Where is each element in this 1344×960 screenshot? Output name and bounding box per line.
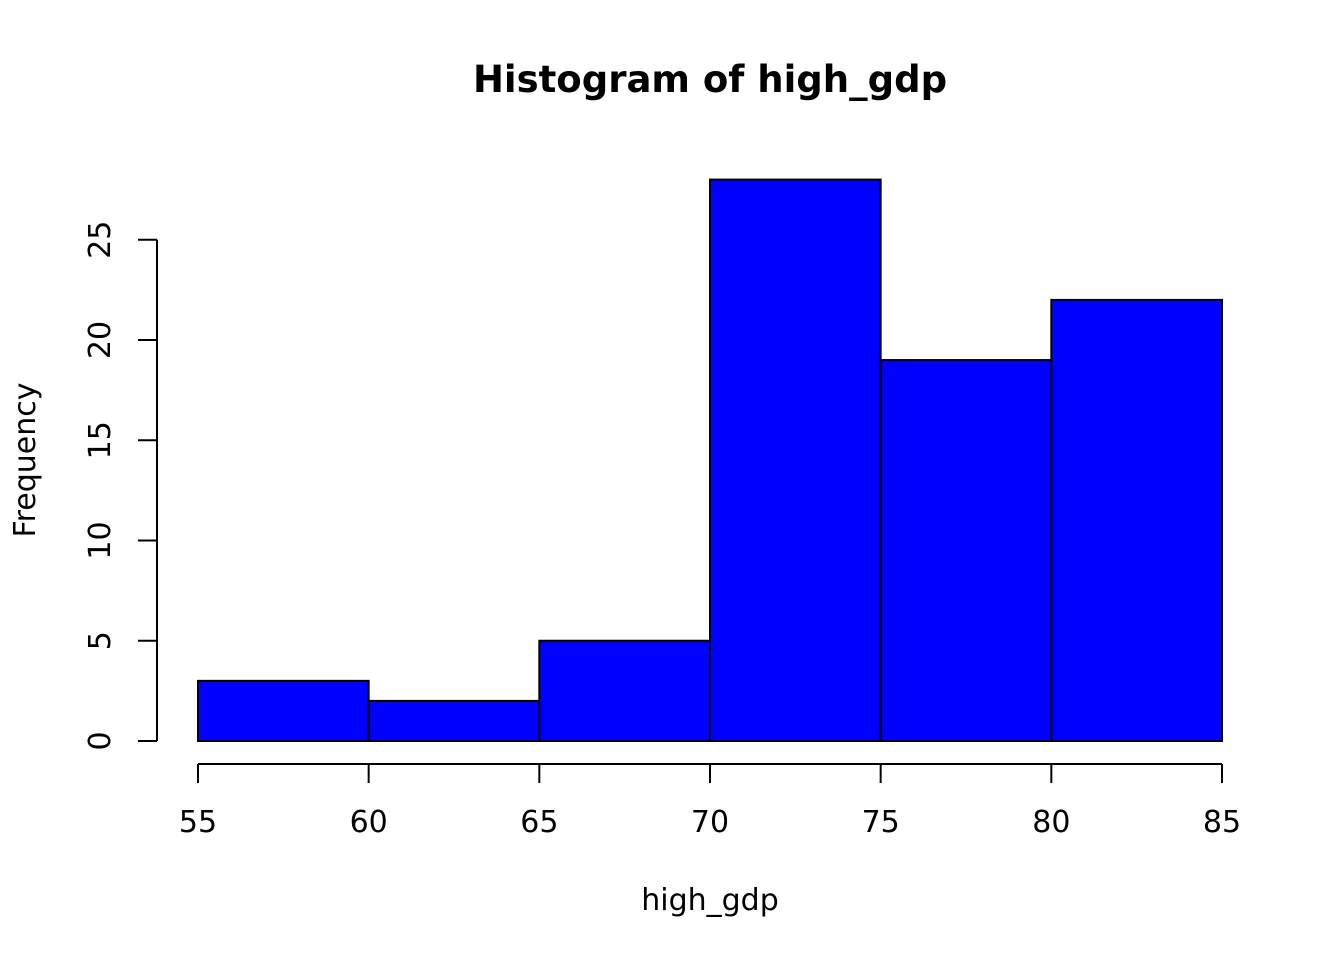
y-tick-label-0: 0 — [83, 731, 118, 750]
y-tick-label-1: 5 — [83, 631, 118, 650]
histogram-bar-0 — [197, 679, 370, 742]
histogram-bar-4 — [879, 359, 1053, 742]
x-tick-label-6: 85 — [1203, 805, 1241, 840]
y-tick-label-2: 10 — [83, 521, 118, 559]
x-tick-label-0: 55 — [179, 805, 217, 840]
y-tick-label-5: 25 — [83, 221, 118, 259]
x-tick-label-4: 75 — [862, 805, 900, 840]
x-tick-label-2: 65 — [520, 805, 558, 840]
x-axis: 55 60 65 70 75 80 85 — [179, 763, 1241, 840]
bars-group — [197, 178, 1224, 743]
histogram-bar-3 — [709, 178, 882, 743]
x-tick-label-3: 70 — [691, 805, 729, 840]
y-axis: 0 5 10 15 20 25 — [83, 221, 158, 751]
histogram-bar-5 — [1050, 298, 1224, 742]
x-axis-label: high_gdp — [641, 883, 779, 918]
y-tick-label-3: 15 — [83, 421, 118, 459]
y-tick-label-4: 20 — [83, 321, 118, 359]
histogram-bar-1 — [367, 699, 541, 743]
histogram-bar-2 — [538, 639, 711, 742]
x-tick-label-1: 60 — [350, 805, 388, 840]
y-axis-label: Frequency — [8, 383, 43, 538]
x-tick-label-5: 80 — [1032, 805, 1070, 840]
chart-title: Histogram of high_gdp — [473, 58, 947, 101]
